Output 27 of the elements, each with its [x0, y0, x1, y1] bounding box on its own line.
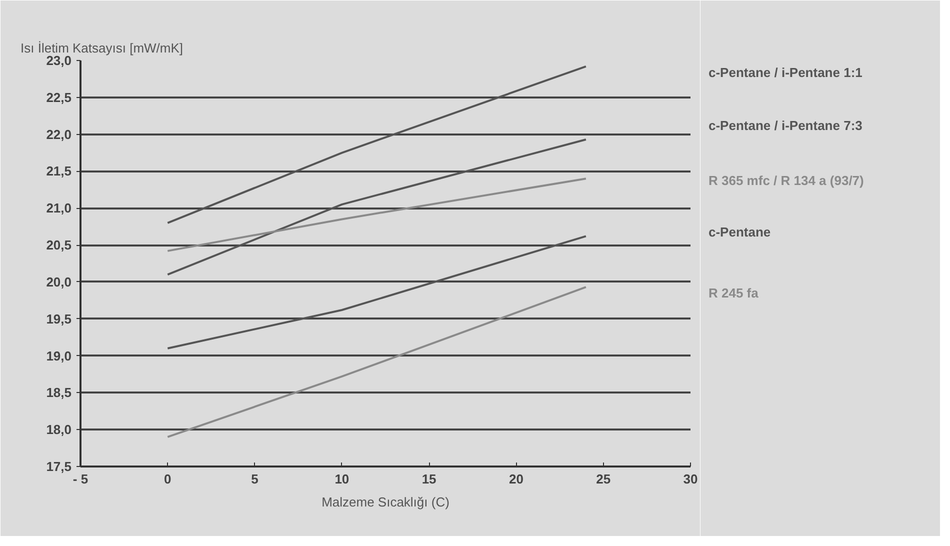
x-axis-title: Malzeme Sıcaklığı (C) — [322, 494, 450, 510]
y-tick-label: 19,5 — [46, 311, 72, 326]
y-tick-label: 18,5 — [46, 385, 72, 400]
y-tick-label: 18,0 — [46, 422, 72, 438]
x-tick-label: 0 — [164, 472, 172, 486]
y-tick-label: 23,0 — [46, 53, 72, 68]
text: c-Pentane — [708, 224, 771, 240]
y-tick-label: 19,0 — [46, 348, 72, 364]
y-tick-label: 22,5 — [46, 90, 72, 105]
text: R 365 mfc / R 134 a (93/7) — [708, 173, 864, 188]
y-tick-label: 20,0 — [46, 274, 72, 290]
x-tick-label: 20 — [508, 472, 524, 486]
x-tick-label: 5 — [251, 472, 258, 486]
text: R 245 fa — [708, 286, 760, 301]
y-tick-label: 17,5 — [46, 459, 72, 474]
x-tick-label: 25 — [596, 472, 611, 486]
x-tick-label: 10 — [334, 472, 350, 486]
y-tick-label: 20,5 — [46, 238, 72, 253]
y-axis-title: Isı İletim Katsayısı [mW/mK] — [20, 40, 184, 56]
x-tick-label: 15 — [422, 472, 436, 486]
y-tick-label: 22,0 — [46, 126, 72, 142]
y-tick-label: 21,5 — [46, 164, 72, 179]
x-tick-label: 30 — [683, 472, 698, 486]
text: c-Pentane / i-Pentane 7:3 — [708, 118, 862, 133]
y-tick-label: 21,0 — [46, 200, 72, 216]
x-tick-label: - 5 — [72, 472, 88, 486]
text: c-Pentane / i-Pentane 1:1 — [708, 64, 862, 80]
